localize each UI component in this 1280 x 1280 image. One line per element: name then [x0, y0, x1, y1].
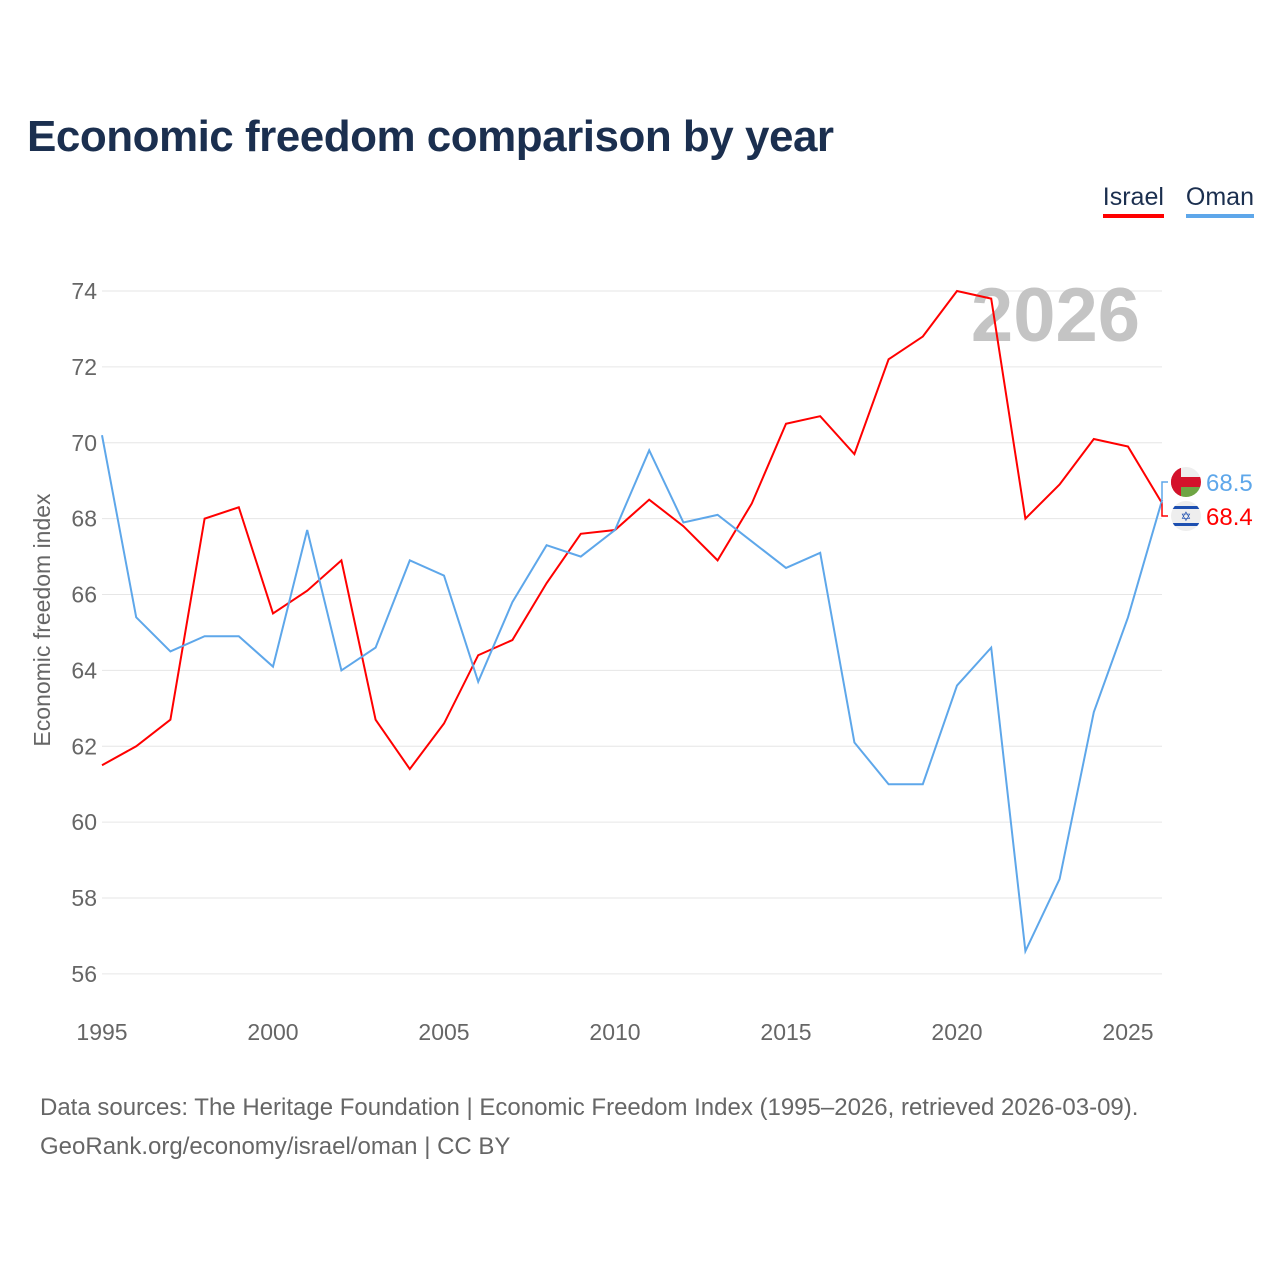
y-tick-label: 58: [71, 885, 97, 911]
y-tick-label: 66: [71, 582, 97, 608]
x-tick-label: 2005: [418, 1019, 469, 1045]
source-line-2[interactable]: GeoRank.org/economy/israel/oman | CC BY: [40, 1133, 511, 1160]
end-connector: [1161, 503, 1168, 517]
y-tick-label: 60: [71, 809, 97, 835]
israel-flag-icon: ✡: [1171, 501, 1201, 531]
y-axis-label: Economic freedom index: [29, 493, 55, 747]
x-tick-label: 2020: [931, 1019, 982, 1045]
x-tick-label: 2010: [589, 1019, 640, 1045]
y-tick-label: 64: [71, 657, 97, 683]
x-tick-label: 1995: [76, 1019, 127, 1045]
y-tick-label: 74: [71, 278, 97, 304]
source-note: Data sources: The Heritage Foundation | …: [40, 1088, 1138, 1166]
legend-israel[interactable]: Israel: [1102, 183, 1164, 218]
end-value-label: 68.4: [1206, 504, 1253, 531]
x-tick-label: 2025: [1102, 1019, 1153, 1045]
y-tick-label: 70: [71, 430, 97, 456]
legend: Israel Oman: [1102, 183, 1254, 218]
y-tick-label: 72: [71, 354, 97, 380]
end-value-label: 68.5: [1206, 470, 1253, 497]
x-tick-label: 2015: [760, 1019, 811, 1045]
y-tick-label: 56: [71, 961, 97, 987]
svg-text:✡: ✡: [1181, 509, 1192, 524]
y-tick-label: 62: [71, 733, 97, 759]
oman-flag-icon: [1171, 467, 1201, 497]
y-tick-label: 68: [71, 506, 97, 532]
end-connector: [1161, 481, 1168, 500]
x-tick-label: 2000: [247, 1019, 298, 1045]
legend-oman[interactable]: Oman: [1185, 183, 1254, 218]
source-line-1: Data sources: The Heritage Foundation | …: [40, 1094, 1139, 1121]
series-line-oman[interactable]: [101, 434, 1164, 955]
year-watermark: 2026: [971, 273, 1140, 358]
chart-title: Economic freedom comparison by year: [27, 112, 834, 161]
series-line-israel[interactable]: [101, 289, 1164, 771]
